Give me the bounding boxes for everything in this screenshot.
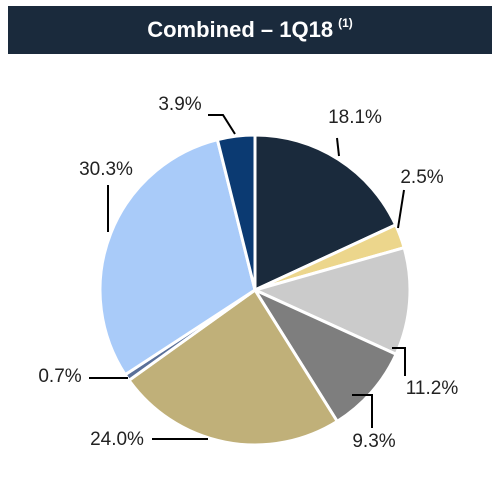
pie-slice (215, 133, 257, 292)
chart-title: Combined – 1Q18 (147, 17, 334, 42)
pie-slice (253, 133, 398, 292)
leader-line (208, 114, 236, 135)
chart-title-footnote: (1) (338, 16, 353, 30)
chart-title-bar: Combined – 1Q18 (1) (8, 6, 492, 54)
data-label: 3.9% (158, 94, 201, 115)
leader-line (392, 347, 406, 376)
data-label: 9.3% (352, 431, 395, 452)
leader-line (397, 189, 405, 229)
data-label: 24.0% (90, 429, 144, 450)
leader-lines (89, 114, 406, 440)
data-label: 2.5% (400, 167, 443, 188)
pie-slice (127, 288, 339, 447)
leader-line (336, 137, 340, 157)
data-label: 0.7% (38, 366, 81, 387)
pie-slices (98, 133, 412, 447)
data-labels: 18.1% 2.5% 11.2% 9.3% 24.0% 0.7% 30.3% 3.9% (38, 94, 458, 452)
pie-slice (98, 138, 257, 377)
data-label: 11.2% (406, 378, 459, 399)
data-label: 30.3% (79, 159, 133, 180)
pie-slice (253, 288, 398, 423)
data-label: 18.1% (328, 107, 382, 128)
pie-slice (253, 246, 412, 356)
leader-line (352, 394, 373, 428)
